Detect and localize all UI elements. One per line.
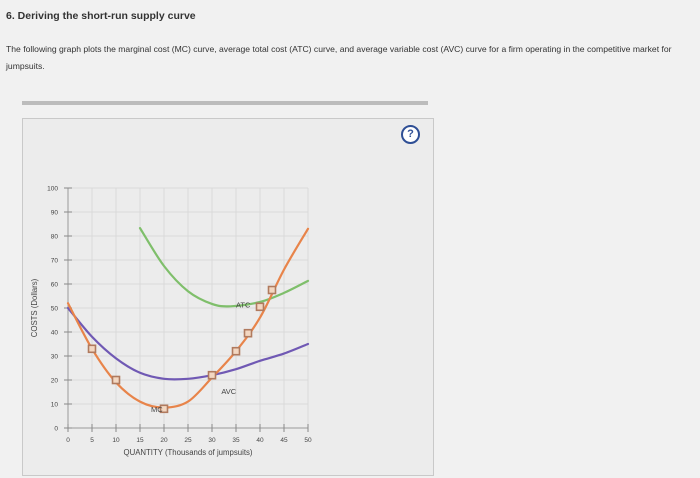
curves-layer — [66, 227, 310, 409]
y-axis-label: COSTS (Dollars) — [30, 278, 39, 337]
y-tick-label: 80 — [51, 234, 59, 241]
mc-point-marker — [159, 404, 169, 414]
curve-label-avc: AVC — [221, 387, 236, 396]
x-tick-label: 25 — [184, 437, 192, 444]
x-tick-label: 30 — [208, 437, 216, 444]
section-divider — [22, 101, 428, 105]
x-axis-label: QUANTITY (Thousands of jumpsuits) — [124, 448, 253, 457]
mc-point-marker — [231, 346, 241, 356]
y-tick-label: 60 — [51, 282, 59, 289]
x-tick-labels: 0 5 10 15 20 25 30 35 40 45 50 — [66, 424, 312, 444]
mc-markers-layer — [87, 285, 277, 414]
x-tick-label: 20 — [160, 437, 168, 444]
y-tick-label: 100 — [47, 186, 58, 193]
x-tick-label: 10 — [112, 437, 120, 444]
mc-point-marker — [207, 370, 217, 380]
grid-layer — [68, 187, 309, 428]
mc-point-marker — [267, 285, 277, 295]
curve-label-atc: ATC — [236, 300, 251, 309]
x-tick-label: 45 — [280, 437, 288, 444]
question-heading: 6. Deriving the short-run supply curve — [6, 10, 196, 22]
x-tick-label: 0 — [66, 437, 70, 444]
x-tick-label: 5 — [90, 437, 94, 444]
y-tick-label: 40 — [51, 330, 59, 337]
x-tick-label: 40 — [256, 437, 264, 444]
y-tick-label: 0 — [54, 426, 58, 433]
mc-point-marker — [87, 344, 97, 354]
x-tick-label: 15 — [136, 437, 144, 444]
mc-point-marker — [243, 328, 253, 338]
y-tick-label: 20 — [51, 378, 59, 385]
question-intro: The following graph plots the marginal c… — [6, 44, 672, 71]
y-tick-label: 10 — [51, 402, 59, 409]
curve-labels-layer: MC ATC AVC — [151, 300, 251, 413]
y-tick-labels: 0 10 20 30 40 50 60 70 80 90 100 — [47, 186, 72, 433]
x-tick-label: 35 — [232, 437, 240, 444]
help-icon[interactable]: ? — [401, 125, 420, 144]
mc-curve — [66, 227, 310, 409]
y-tick-label: 90 — [51, 210, 59, 217]
y-tick-label: 30 — [51, 354, 59, 361]
y-tick-label: 50 — [51, 306, 59, 313]
mc-point-marker — [111, 375, 121, 385]
curve-label-mc: MC — [151, 405, 163, 414]
avc-curve — [66, 306, 310, 381]
graph-panel — [22, 118, 434, 476]
atc-curve — [138, 227, 310, 308]
y-tick-label: 70 — [51, 258, 59, 265]
mc-point-marker — [255, 302, 265, 312]
x-tick-label: 50 — [304, 437, 312, 444]
